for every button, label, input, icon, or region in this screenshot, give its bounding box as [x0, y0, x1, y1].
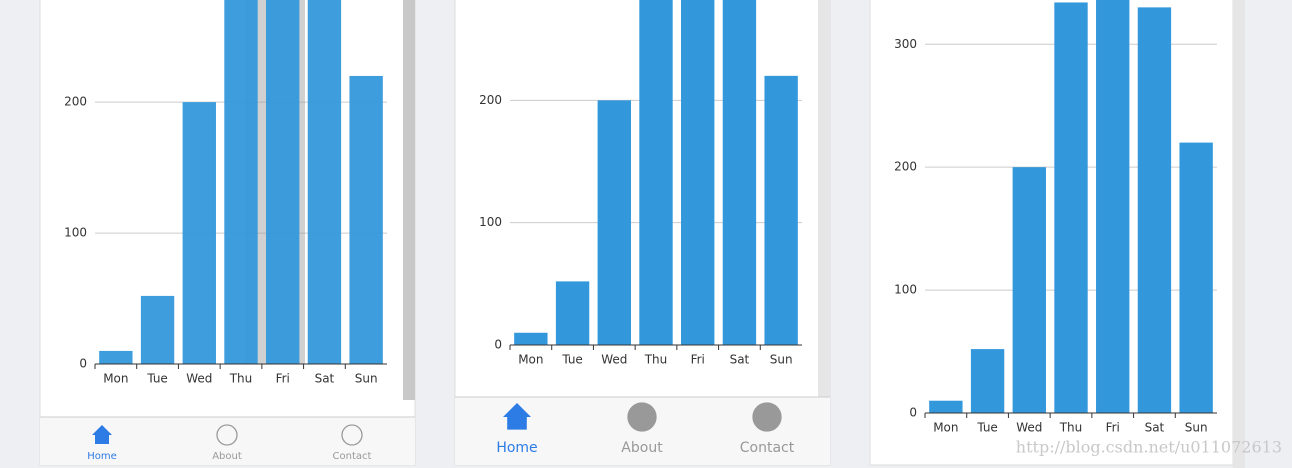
bar[interactable] [639, 0, 673, 345]
scrollbar [818, 0, 830, 397]
bar[interactable] [1096, 0, 1130, 413]
x-tick-label: Wed [186, 372, 212, 386]
nav-label[interactable]: Home [496, 440, 537, 456]
bar[interactable] [140, 295, 175, 364]
scrollbar [403, 0, 415, 400]
about-icon[interactable] [627, 402, 657, 432]
nav-label[interactable]: Home [87, 451, 117, 462]
bar[interactable] [722, 0, 757, 345]
x-tick-label: Fri [276, 372, 290, 386]
x-tick-label: Thu [644, 353, 668, 367]
nav-label[interactable]: About [212, 451, 242, 462]
x-tick-label: Mon [103, 372, 128, 386]
bar[interactable] [681, 0, 715, 345]
y-tick-label: 100 [64, 226, 87, 240]
bar[interactable] [514, 332, 548, 345]
x-tick-label: Wed [1016, 421, 1042, 435]
bar[interactable] [1012, 167, 1046, 413]
x-tick-label: Fri [691, 353, 705, 367]
x-tick-label: Sun [355, 372, 378, 386]
x-tick-label: Thu [229, 372, 253, 386]
x-tick-label: Fri [1106, 421, 1120, 435]
bar[interactable] [1179, 142, 1213, 414]
x-tick-label: Mon [518, 353, 543, 367]
bar[interactable] [597, 100, 631, 345]
nav-label[interactable]: Contact [333, 451, 372, 462]
x-tick-label: Tue [561, 353, 583, 367]
x-tick-label: Sat [315, 372, 335, 386]
x-tick-label: Thu [1059, 421, 1083, 435]
x-tick-label: Sun [1185, 421, 1208, 435]
bar[interactable] [1054, 2, 1088, 413]
bar[interactable] [266, 0, 300, 364]
bar[interactable] [182, 102, 216, 365]
contact-icon[interactable] [752, 402, 782, 432]
x-tick-label: Mon [933, 421, 958, 435]
bar[interactable] [764, 75, 798, 345]
x-tick-label: Tue [976, 421, 998, 435]
y-tick-label: 0 [79, 357, 87, 371]
y-tick-label: 200 [894, 160, 917, 174]
y-tick-label: 0 [909, 406, 917, 420]
y-tick-label: 200 [479, 93, 502, 107]
x-tick-label: Wed [601, 353, 627, 367]
y-tick-label: 0 [494, 338, 502, 352]
y-tick-label: 100 [894, 283, 917, 297]
x-tick-label: Tue [146, 372, 168, 386]
nav-label[interactable]: About [621, 440, 663, 456]
home-icon[interactable] [92, 425, 112, 444]
bar[interactable] [555, 281, 590, 345]
x-tick-label: Sat [730, 353, 750, 367]
bar[interactable] [1137, 7, 1172, 413]
y-tick-label: 200 [64, 95, 87, 109]
about-icon[interactable] [216, 424, 238, 446]
bar[interactable] [970, 349, 1005, 413]
bar[interactable] [349, 75, 383, 364]
x-tick-label: Sat [1145, 421, 1165, 435]
y-tick-label: 300 [894, 37, 917, 51]
bar[interactable] [99, 350, 133, 364]
bar[interactable] [307, 0, 342, 364]
x-tick-label: Sun [770, 353, 793, 367]
home-icon[interactable] [503, 403, 531, 430]
contact-icon[interactable] [341, 424, 363, 446]
scrollbar [1233, 0, 1245, 468]
nav-label[interactable]: Contact [740, 440, 795, 456]
bar[interactable] [929, 400, 963, 413]
phone-panel [869, 0, 1234, 466]
y-tick-label: 100 [479, 215, 502, 229]
watermark: http://blog.csdn.net/u011072613 [1016, 438, 1282, 457]
bar[interactable] [224, 0, 258, 364]
